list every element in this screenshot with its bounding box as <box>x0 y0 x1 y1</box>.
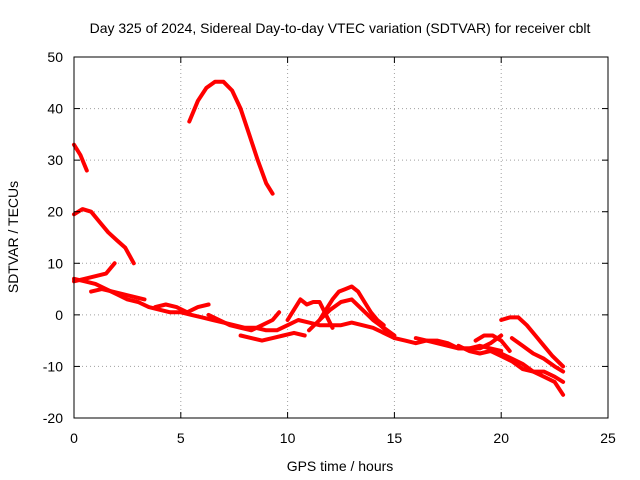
y-tick-label: 40 <box>47 101 63 117</box>
y-tick-label: 30 <box>47 152 63 168</box>
series-line-arc-2 <box>72 207 136 266</box>
series-line-arc-17 <box>488 349 566 384</box>
grid <box>74 57 608 418</box>
chart-title: Day 325 of 2024, Sidereal Day-to-day VTE… <box>90 20 591 36</box>
series-line-arc-16 <box>473 333 512 353</box>
y-tick-label: 10 <box>47 255 63 271</box>
x-tick-label: 10 <box>280 430 296 446</box>
x-tick-label: 5 <box>177 430 185 446</box>
series-line-arc-9 <box>238 330 307 343</box>
series-line-arc-4 <box>187 79 275 196</box>
x-tick-label: 20 <box>493 430 509 446</box>
series-line-arc-19 <box>509 336 566 374</box>
series-line-arc-6 <box>89 287 147 302</box>
y-tick-label: 50 <box>47 49 63 65</box>
y-tick-label: -20 <box>43 410 63 426</box>
plot-frame <box>73 56 609 419</box>
series-line-arc-18 <box>499 315 566 369</box>
y-tick-label: -10 <box>43 358 63 374</box>
x-tick-label: 0 <box>70 430 78 446</box>
x-axis-label: GPS time / hours <box>287 458 394 474</box>
series-group <box>72 79 566 397</box>
y-axis-label: SDTVAR / TECUs <box>5 181 21 293</box>
y-tick-label: 0 <box>55 307 63 323</box>
series-line-arc-15 <box>456 343 566 397</box>
axis-ticks: 0 5 10 15 20 25 -20 -10 0 10 20 30 40 50 <box>43 49 616 446</box>
series-line-arc-13 <box>375 320 504 353</box>
series-line-arc-1 <box>72 142 89 173</box>
x-tick-label: 25 <box>600 430 616 446</box>
series-line-arc-12 <box>317 284 386 328</box>
series-line-arc-8 <box>206 310 282 333</box>
series-line-arc-14 <box>413 333 504 351</box>
y-tick-label: 20 <box>47 204 63 220</box>
series-line-arc-7 <box>153 302 211 315</box>
x-tick-label: 15 <box>387 430 403 446</box>
